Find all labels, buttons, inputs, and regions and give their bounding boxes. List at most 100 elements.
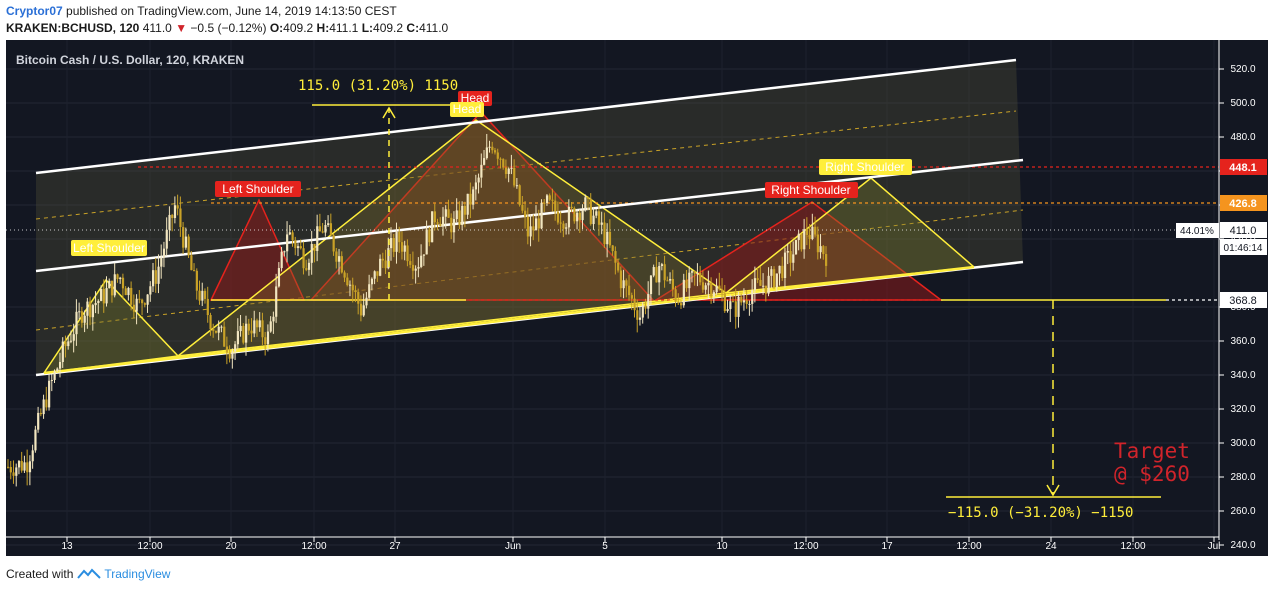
candle-body xyxy=(365,297,368,306)
candle-body xyxy=(108,280,111,289)
candle-body xyxy=(102,288,105,304)
candle-body xyxy=(86,301,89,316)
candle-body xyxy=(510,167,513,169)
candle-body xyxy=(529,226,532,237)
candle-body xyxy=(652,267,655,276)
badge-426-text: 426.8 xyxy=(1229,198,1257,210)
footer: Created with TradingView xyxy=(6,567,170,581)
candle-body xyxy=(584,197,587,210)
candle-body xyxy=(283,251,286,253)
candle-body xyxy=(143,303,146,305)
badge-368: 368.8 xyxy=(1220,292,1267,308)
open-label: O: xyxy=(269,21,284,35)
author-link[interactable]: Cryptor07 xyxy=(6,4,63,18)
candle-body xyxy=(745,300,748,305)
candle-body xyxy=(294,240,297,249)
candle-body xyxy=(17,461,21,468)
candle-body xyxy=(521,204,524,211)
candle-body xyxy=(305,268,308,270)
badge-426: 426.8 xyxy=(1220,195,1267,211)
price-chart[interactable]: 115.0 (31.20%) 1150 −115.0 (−31.20%) −11… xyxy=(6,40,1268,556)
label-right-shoulder-red[interactable]: Right Shoulder xyxy=(765,182,858,198)
candle-body xyxy=(130,287,133,305)
candle-body xyxy=(644,305,647,309)
candle-body xyxy=(447,209,450,218)
measure-top-arrowhead-icon xyxy=(382,106,396,119)
candle-body xyxy=(540,202,543,229)
time-tick-label: 10 xyxy=(716,541,728,552)
candle-body xyxy=(767,275,770,294)
candle-body xyxy=(515,185,519,187)
low-value: 409.2 xyxy=(373,21,404,35)
tradingview-link[interactable]: TradingView xyxy=(104,567,171,581)
candle-body xyxy=(223,326,226,347)
candle-body xyxy=(589,198,592,225)
candle-body xyxy=(184,236,188,248)
candle-body xyxy=(234,344,237,352)
candle-body xyxy=(792,254,795,263)
symbol-info: KRAKEN:BCHUSD, 120 411.0 ▼ −0.5 (−0.12%)… xyxy=(6,21,448,35)
candle-body xyxy=(324,225,327,233)
time-tick-label: 12:00 xyxy=(1120,541,1145,552)
candle-body xyxy=(228,352,231,359)
candle-body xyxy=(704,285,707,290)
candle-body xyxy=(89,301,92,318)
candle-body xyxy=(39,412,43,415)
candle-body xyxy=(368,284,371,298)
candle-body xyxy=(712,292,716,297)
label-left-shoulder-red[interactable]: Left Shoulder xyxy=(215,181,301,197)
candle-body xyxy=(559,222,562,224)
candle-body xyxy=(439,223,442,227)
candle-body xyxy=(504,167,508,174)
candle-body xyxy=(518,185,521,205)
candle-body xyxy=(756,278,759,280)
candle-body xyxy=(398,231,401,243)
candle-body xyxy=(600,222,603,225)
label-right-shoulder-yellow[interactable]: Right Shoulder xyxy=(819,159,912,175)
label-head-yellow[interactable]: Head xyxy=(450,102,484,117)
candle-body xyxy=(688,272,691,289)
candle-body xyxy=(165,229,168,249)
candle-body xyxy=(666,280,669,282)
price-tick-label: 480.0 xyxy=(1230,132,1255,143)
candle-body xyxy=(493,150,497,153)
candle-body xyxy=(715,285,718,293)
candle-body xyxy=(485,147,488,159)
candle-body xyxy=(502,159,505,168)
candle-body xyxy=(723,293,726,312)
candle-body xyxy=(67,341,70,347)
candle-body xyxy=(23,462,26,471)
candle-body xyxy=(78,311,81,313)
candle-body xyxy=(409,261,412,265)
candle-body xyxy=(472,189,475,205)
badge-countdown: 01:46:14 xyxy=(1220,239,1267,255)
candle-body xyxy=(759,279,762,286)
candle-body xyxy=(209,315,212,330)
candle-body xyxy=(160,257,163,267)
candle-body xyxy=(64,341,67,347)
label-left-shoulder-yellow[interactable]: Left Shoulder xyxy=(71,240,147,256)
candle-body xyxy=(710,282,713,297)
candle-body xyxy=(182,227,185,248)
candle-body xyxy=(225,346,229,353)
badge-pct-text: 44.01% xyxy=(1180,226,1214,237)
candle-body xyxy=(7,466,10,468)
candle-body xyxy=(53,371,56,380)
candle-body xyxy=(387,248,390,269)
candle-body xyxy=(816,234,819,253)
candle-body xyxy=(526,216,529,237)
candle-body xyxy=(316,226,319,251)
label-left-shoulder-red-text: Left Shoulder xyxy=(222,182,293,196)
price-tick-label: 340.0 xyxy=(1230,370,1255,381)
candle-body xyxy=(718,285,721,290)
candle-body xyxy=(327,223,330,226)
candle-body xyxy=(822,246,825,255)
candle-body xyxy=(628,285,631,296)
candle-body xyxy=(338,256,341,262)
last-price: 411.0 xyxy=(142,21,172,35)
candle-body xyxy=(507,168,510,174)
candle-body xyxy=(400,242,404,252)
candle-body xyxy=(146,294,149,305)
time-axis-ticks[interactable]: 13 12:00 20 12:00 27 Jun 5 10 12:00 17 12:00 24 12:0… xyxy=(61,537,1220,552)
candle-body xyxy=(72,334,75,341)
